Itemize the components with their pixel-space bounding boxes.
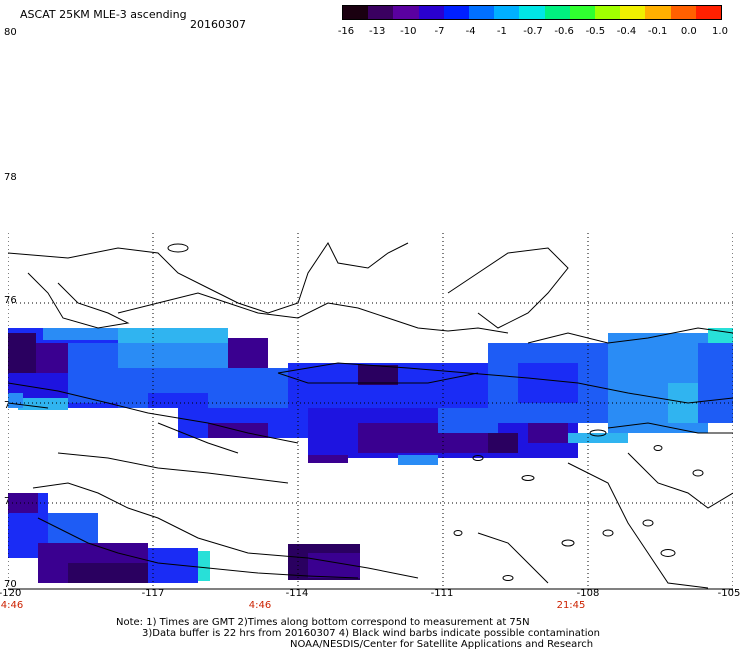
island-outline (660, 549, 676, 557)
colorbar-segment (418, 6, 444, 19)
coastline (567, 462, 709, 589)
data-cell (118, 328, 228, 343)
map-plot (8, 233, 733, 590)
colorbar-segment (695, 6, 722, 19)
coastline (477, 532, 549, 584)
colorbar-tick-label: -0.6 (554, 26, 574, 37)
coastline (607, 422, 733, 434)
coastline (447, 247, 569, 329)
data-cell (8, 333, 36, 373)
lon-tick-label: -114 (285, 588, 309, 599)
footnote-line-1: Note: 1) Times are GMT 2)Times along bot… (116, 617, 530, 628)
colorbar-segment (368, 6, 394, 19)
colorbar-tick-label: -4 (465, 26, 476, 37)
colorbar-segment (393, 6, 419, 19)
colorbar-segment (443, 6, 470, 19)
island-outline (589, 429, 607, 437)
data-cell (198, 551, 210, 581)
colorbar-tick-label: -0.5 (585, 26, 606, 37)
data-cell (308, 455, 348, 463)
island-outline (502, 575, 514, 581)
colorbar-segment (469, 6, 495, 19)
colorbar-tick-label: 1.0 (712, 26, 728, 37)
coastline (8, 382, 299, 444)
colorbar-segment (494, 6, 520, 19)
data-cell (148, 393, 208, 408)
lon-tick-label: -108 (576, 588, 600, 599)
coastline (277, 362, 733, 404)
island-outline (167, 243, 189, 253)
island-outline (602, 529, 614, 537)
colorbar-tick-label: -10 (400, 26, 417, 37)
data-cell (528, 423, 568, 443)
colorbar-tick-label: -0.7 (523, 26, 543, 37)
coastline (8, 402, 49, 409)
colorbar-tick-label: -0.4 (616, 26, 637, 37)
colorbar-tick-label: -13 (368, 26, 386, 37)
island-outline (653, 445, 663, 451)
data-cell (358, 365, 398, 385)
island-outline (561, 539, 575, 547)
coastline (157, 422, 239, 454)
lon-tick-label: -117 (141, 588, 165, 599)
lon-tick-label: -120 (0, 588, 22, 599)
data-cell (438, 408, 498, 433)
lat-tick-label: 76 (4, 295, 17, 306)
data-cell (118, 343, 228, 368)
colorbar-tick-label: 0.0 (680, 26, 697, 37)
data-cell (43, 328, 118, 340)
colorbar-segment (569, 6, 596, 19)
data-cell (68, 563, 148, 583)
coastline (57, 452, 289, 484)
coastline (627, 452, 733, 509)
time-label: 4:46 (248, 600, 272, 611)
data-cell (148, 548, 198, 583)
colorbar-tick-label: -7 (434, 26, 445, 37)
colorbar-segment (343, 6, 369, 19)
data-cell (518, 363, 578, 403)
data-cell (488, 433, 518, 453)
coastline (527, 327, 733, 344)
colorbar-tick-label: -0.1 (647, 26, 668, 37)
data-cell (228, 338, 268, 368)
data-cell (398, 455, 438, 465)
coastline (8, 242, 409, 314)
chart-date: 20160307 (190, 18, 246, 31)
data-cell (68, 343, 118, 403)
colorbar (342, 5, 722, 20)
coastline (277, 372, 479, 384)
lat-tick-label: 78 (4, 172, 17, 183)
colorbar-segment (519, 6, 545, 19)
colorbar-tick-label: -16 (337, 26, 355, 37)
lat-tick-label: 70 (4, 579, 17, 590)
coastline (117, 292, 509, 334)
colorbar-segment (595, 6, 621, 19)
lon-tick-label: -105 (717, 588, 740, 599)
time-label: 4:46 (0, 600, 24, 611)
data-cell (568, 433, 628, 443)
footnote-line-2: 3)Data buffer is 22 hrs from 20160307 4)… (142, 628, 600, 639)
chart-title: ASCAT 25KM MLE-3 ascending (20, 8, 187, 21)
coastline (37, 517, 359, 579)
island-outline (642, 519, 654, 527)
data-cell (698, 343, 733, 423)
island-outline (692, 469, 704, 477)
island-outline (521, 475, 535, 481)
colorbar-tick-label: -1 (496, 26, 507, 37)
island-outline (472, 455, 484, 461)
island-outline (453, 530, 463, 536)
coastline (32, 482, 419, 579)
footnote-line-3: NOAA/NESDIS/Center for Satellite Applica… (290, 639, 594, 650)
coastline (27, 272, 130, 329)
colorbar-segment (620, 6, 646, 19)
colorbar-segment (670, 6, 696, 19)
data-cell (18, 398, 68, 410)
data-cell (8, 493, 38, 513)
data-cell (8, 393, 23, 408)
lon-tick-label: -111 (430, 588, 454, 599)
colorbar-segment (645, 6, 671, 19)
colorbar-segment (544, 6, 570, 19)
lat-tick-label: 80 (4, 27, 17, 38)
time-label: 21:45 (556, 600, 586, 611)
